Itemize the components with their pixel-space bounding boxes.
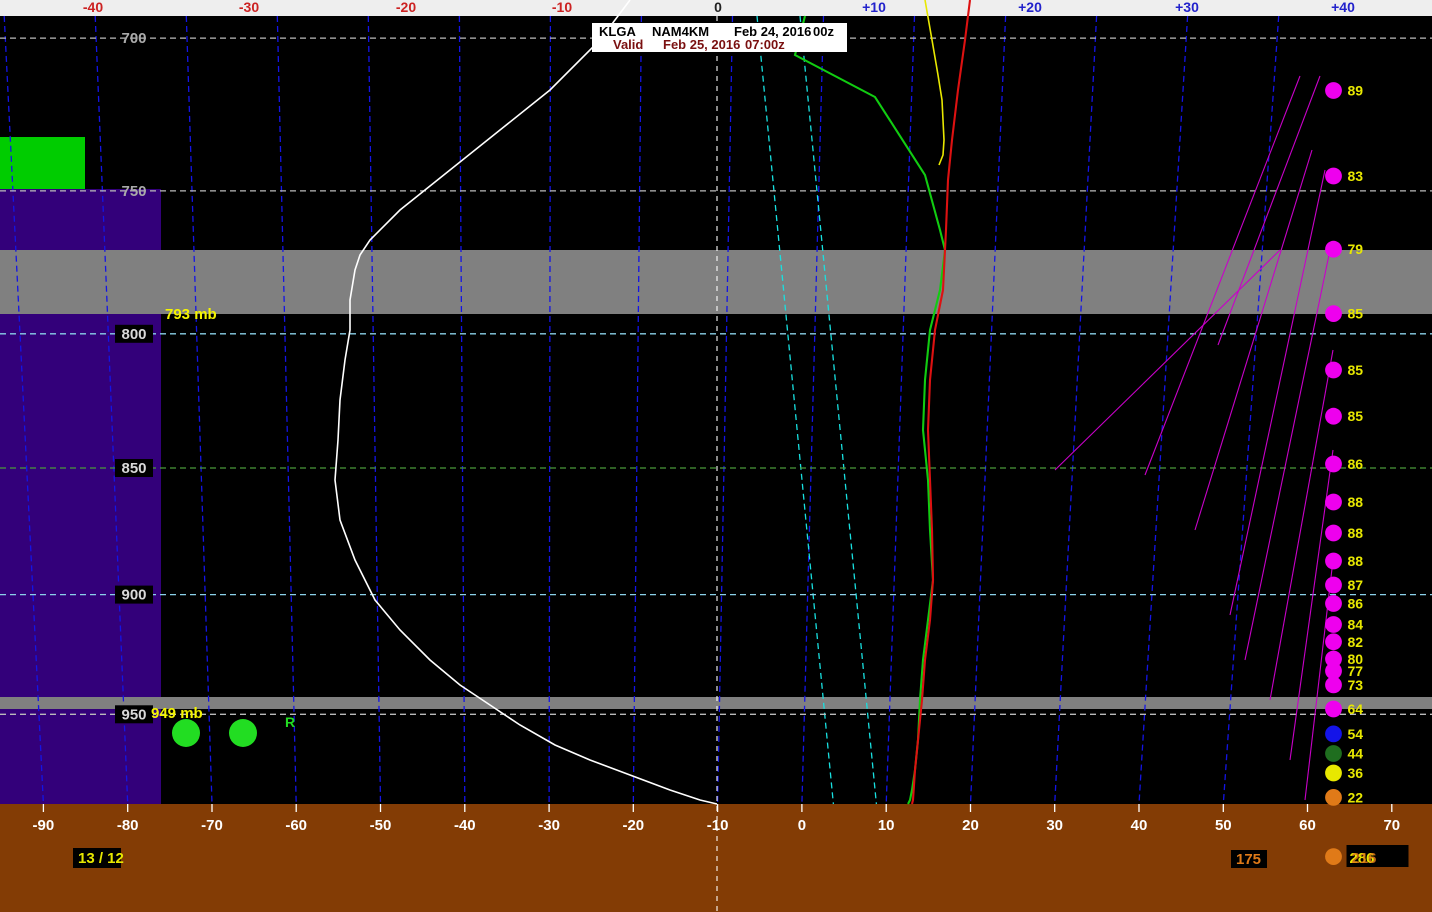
svg-text:+10: +10 bbox=[862, 0, 886, 15]
svg-text:20: 20 bbox=[962, 817, 979, 834]
svg-text:216: 216 bbox=[1352, 850, 1377, 867]
svg-text:949 mb: 949 mb bbox=[151, 705, 203, 722]
svg-text:88: 88 bbox=[1348, 525, 1364, 541]
svg-text:07:00z: 07:00z bbox=[745, 37, 785, 52]
svg-text:800: 800 bbox=[121, 326, 146, 343]
svg-text:+30: +30 bbox=[1175, 0, 1199, 15]
svg-text:+40: +40 bbox=[1331, 0, 1355, 15]
svg-text:Feb 25, 2016: Feb 25, 2016 bbox=[663, 37, 740, 52]
svg-text:-20: -20 bbox=[622, 817, 644, 834]
svg-text:85: 85 bbox=[1348, 306, 1364, 322]
svg-text:0: 0 bbox=[714, 0, 722, 15]
svg-text:64: 64 bbox=[1348, 701, 1364, 717]
svg-text:70: 70 bbox=[1383, 817, 1400, 834]
svg-text:-80: -80 bbox=[117, 817, 139, 834]
svg-text:-10: -10 bbox=[707, 817, 729, 834]
svg-text:88: 88 bbox=[1348, 494, 1364, 510]
svg-text:-70: -70 bbox=[201, 817, 223, 834]
svg-text:83: 83 bbox=[1348, 168, 1364, 184]
svg-text:-20: -20 bbox=[396, 0, 416, 15]
svg-text:793 mb: 793 mb bbox=[165, 306, 217, 323]
svg-text:+20: +20 bbox=[1018, 0, 1042, 15]
svg-text:73: 73 bbox=[1348, 677, 1364, 693]
svg-text:175: 175 bbox=[1236, 851, 1261, 868]
svg-text:85: 85 bbox=[1348, 408, 1364, 424]
svg-text:22: 22 bbox=[1348, 789, 1364, 805]
svg-text:-90: -90 bbox=[33, 817, 55, 834]
svg-text:Valid: Valid bbox=[613, 37, 643, 52]
svg-text:750: 750 bbox=[121, 183, 146, 200]
svg-text:82: 82 bbox=[1348, 634, 1364, 650]
svg-text:13 / 12: 13 / 12 bbox=[78, 850, 124, 867]
svg-text:-40: -40 bbox=[83, 0, 103, 15]
svg-text:-60: -60 bbox=[285, 817, 307, 834]
svg-text:-30: -30 bbox=[538, 817, 560, 834]
svg-text:85: 85 bbox=[1348, 362, 1364, 378]
svg-text:54: 54 bbox=[1348, 726, 1364, 742]
svg-text:87: 87 bbox=[1348, 577, 1364, 593]
svg-text:950: 950 bbox=[121, 706, 146, 723]
svg-text:40: 40 bbox=[1131, 817, 1148, 834]
svg-text:86: 86 bbox=[1348, 456, 1364, 472]
svg-text:-30: -30 bbox=[239, 0, 259, 15]
svg-text:86: 86 bbox=[1348, 596, 1364, 612]
svg-text:89: 89 bbox=[1348, 83, 1364, 99]
svg-text:30: 30 bbox=[1046, 817, 1063, 834]
svg-text:60: 60 bbox=[1299, 817, 1316, 834]
svg-text:36: 36 bbox=[1348, 765, 1364, 781]
svg-text:900: 900 bbox=[121, 587, 146, 604]
svg-text:-10: -10 bbox=[552, 0, 572, 15]
svg-text:-40: -40 bbox=[454, 817, 476, 834]
svg-text:850: 850 bbox=[121, 460, 146, 477]
svg-text:10: 10 bbox=[878, 817, 895, 834]
svg-text:88: 88 bbox=[1348, 553, 1364, 569]
svg-text:79: 79 bbox=[1348, 241, 1364, 257]
svg-text:84: 84 bbox=[1348, 617, 1364, 633]
svg-text:00z: 00z bbox=[813, 24, 834, 39]
svg-text:0: 0 bbox=[798, 817, 806, 834]
svg-text:-50: -50 bbox=[370, 817, 392, 834]
svg-text:50: 50 bbox=[1215, 817, 1232, 834]
svg-text:700: 700 bbox=[121, 30, 146, 47]
svg-text:44: 44 bbox=[1348, 746, 1364, 762]
svg-text:R: R bbox=[285, 714, 295, 730]
